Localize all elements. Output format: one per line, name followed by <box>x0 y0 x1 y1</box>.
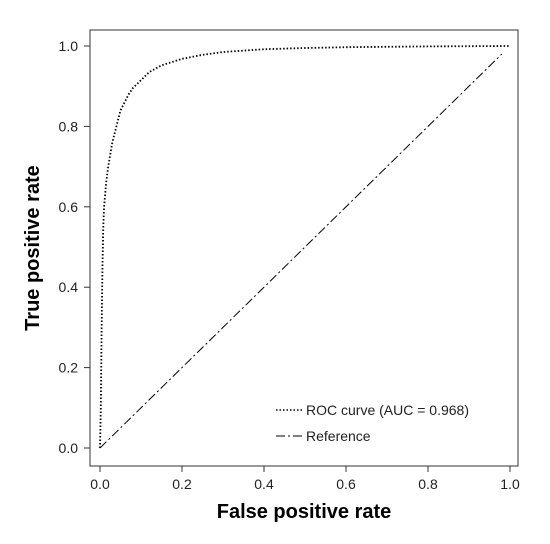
reference-line <box>99 53 503 449</box>
y-tick-label: 1.0 <box>59 38 79 54</box>
legend-label-roc: ROC curve (AUC = 0.968) <box>306 402 469 418</box>
y-tick-label: 0.0 <box>59 440 79 456</box>
x-tick-label: 0.0 <box>90 476 110 492</box>
y-tick-label: 0.8 <box>59 118 79 134</box>
y-tick-label: 0.4 <box>59 279 79 295</box>
y-tick-label: 0.2 <box>59 360 79 376</box>
x-tick-label: 0.6 <box>336 476 356 492</box>
series-layer <box>99 45 511 449</box>
x-axis-title: False positive rate <box>217 501 392 523</box>
y-axis-title: True positive rate <box>22 165 44 331</box>
axis-ticks: 0.0 0.2 0.4 0.6 0.8 1.0 0.0 0.2 0.4 0.6 0.8 1.0 <box>59 38 520 492</box>
x-tick-label: 0.2 <box>172 476 192 492</box>
y-tick-label: 0.6 <box>59 199 79 215</box>
x-tick-label: 0.8 <box>418 476 438 492</box>
x-tick-label: 1.0 <box>500 476 520 492</box>
roc-curve-line <box>99 45 511 449</box>
plot-frame <box>89 29 519 467</box>
x-tick-label: 0.4 <box>254 476 274 492</box>
legend-label-reference: Reference <box>306 428 371 444</box>
legend: ROC curve (AUC = 0.968) Reference <box>276 402 469 444</box>
